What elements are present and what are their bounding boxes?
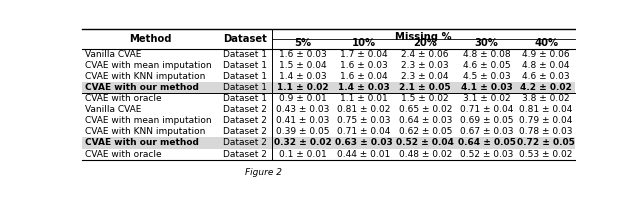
Text: 1.1 ± 0.02: 1.1 ± 0.02 (276, 83, 328, 92)
Text: 2.3 ± 0.03: 2.3 ± 0.03 (401, 61, 449, 70)
Text: 4.9 ± 0.06: 4.9 ± 0.06 (522, 50, 570, 59)
Text: Dataset 1: Dataset 1 (223, 72, 268, 81)
Text: 1.6 ± 0.04: 1.6 ± 0.04 (340, 72, 388, 81)
Text: 0.62 ± 0.05: 0.62 ± 0.05 (399, 127, 452, 137)
Text: 0.67 ± 0.03: 0.67 ± 0.03 (460, 127, 513, 137)
Text: 0.81 ± 0.04: 0.81 ± 0.04 (520, 105, 573, 114)
Text: 0.64 ± 0.05: 0.64 ± 0.05 (458, 139, 515, 147)
Text: 0.41 ± 0.03: 0.41 ± 0.03 (276, 116, 330, 125)
Text: 1.6 ± 0.03: 1.6 ± 0.03 (340, 61, 388, 70)
Text: CVAE with mean imputation: CVAE with mean imputation (85, 61, 212, 70)
Text: Dataset 1: Dataset 1 (223, 61, 268, 70)
Text: 0.69 ± 0.05: 0.69 ± 0.05 (460, 116, 513, 125)
Text: 2.4 ± 0.06: 2.4 ± 0.06 (401, 50, 449, 59)
Text: 10%: 10% (352, 38, 376, 48)
Text: 0.81 ± 0.02: 0.81 ± 0.02 (337, 105, 390, 114)
Text: 3.8 ± 0.02: 3.8 ± 0.02 (522, 94, 570, 103)
Text: Dataset 2: Dataset 2 (223, 149, 268, 159)
Text: 0.32 ± 0.02: 0.32 ± 0.02 (274, 139, 332, 147)
Text: 4.5 ± 0.03: 4.5 ± 0.03 (463, 72, 510, 81)
Text: Dataset 2: Dataset 2 (223, 139, 268, 147)
Text: Figure 2: Figure 2 (245, 167, 282, 177)
Text: Dataset 1: Dataset 1 (223, 83, 268, 92)
Text: 2.3 ± 0.04: 2.3 ± 0.04 (401, 72, 449, 81)
Text: 0.44 ± 0.01: 0.44 ± 0.01 (337, 149, 390, 159)
Text: 30%: 30% (475, 38, 499, 48)
Text: 1.4 ± 0.03: 1.4 ± 0.03 (279, 72, 326, 81)
Text: 0.75 ± 0.03: 0.75 ± 0.03 (337, 116, 390, 125)
Text: Dataset 2: Dataset 2 (223, 105, 268, 114)
Text: CVAE with oracle: CVAE with oracle (85, 94, 161, 103)
Text: 0.9 ± 0.01: 0.9 ± 0.01 (279, 94, 326, 103)
Text: 4.2 ± 0.02: 4.2 ± 0.02 (520, 83, 572, 92)
Text: 0.65 ± 0.02: 0.65 ± 0.02 (399, 105, 452, 114)
Text: 4.6 ± 0.03: 4.6 ± 0.03 (522, 72, 570, 81)
Text: CVAE with our method: CVAE with our method (85, 83, 199, 92)
Text: Method: Method (129, 34, 172, 44)
Text: 20%: 20% (413, 38, 437, 48)
Text: 0.64 ± 0.03: 0.64 ± 0.03 (399, 116, 452, 125)
Text: 4.8 ± 0.08: 4.8 ± 0.08 (463, 50, 510, 59)
Bar (83, 138, 575, 148)
Text: CVAE with our method: CVAE with our method (85, 139, 199, 147)
Text: 0.52 ± 0.03: 0.52 ± 0.03 (460, 149, 513, 159)
Text: Dataset 1: Dataset 1 (223, 94, 268, 103)
Text: 0.71 ± 0.04: 0.71 ± 0.04 (337, 127, 390, 137)
Text: 1.5 ± 0.04: 1.5 ± 0.04 (279, 61, 326, 70)
Text: 0.72 ± 0.05: 0.72 ± 0.05 (517, 139, 575, 147)
Text: Dataset: Dataset (223, 34, 268, 44)
Text: Vanilla CVAE: Vanilla CVAE (85, 50, 141, 59)
Text: 1.5 ± 0.02: 1.5 ± 0.02 (401, 94, 449, 103)
Text: 3.1 ± 0.02: 3.1 ± 0.02 (463, 94, 510, 103)
Text: 4.6 ± 0.05: 4.6 ± 0.05 (463, 61, 510, 70)
Text: 4.8 ± 0.04: 4.8 ± 0.04 (522, 61, 570, 70)
Text: 40%: 40% (534, 38, 558, 48)
Text: 1.6 ± 0.03: 1.6 ± 0.03 (279, 50, 326, 59)
Text: CVAE with KNN imputation: CVAE with KNN imputation (85, 72, 205, 81)
Text: 0.63 ± 0.03: 0.63 ± 0.03 (335, 139, 393, 147)
Text: Dataset 2: Dataset 2 (223, 116, 268, 125)
Text: 1.1 ± 0.01: 1.1 ± 0.01 (340, 94, 388, 103)
Text: 5%: 5% (294, 38, 311, 48)
Text: 0.79 ± 0.04: 0.79 ± 0.04 (520, 116, 573, 125)
Text: Vanilla CVAE: Vanilla CVAE (85, 105, 141, 114)
Text: Missing %: Missing % (395, 32, 452, 42)
Text: 0.39 ± 0.05: 0.39 ± 0.05 (276, 127, 330, 137)
Bar (83, 82, 575, 93)
Text: 4.1 ± 0.03: 4.1 ± 0.03 (461, 83, 513, 92)
Text: 1.4 ± 0.03: 1.4 ± 0.03 (338, 83, 390, 92)
Text: 0.48 ± 0.02: 0.48 ± 0.02 (399, 149, 452, 159)
Text: 2.1 ± 0.05: 2.1 ± 0.05 (399, 83, 451, 92)
Text: 0.1 ± 0.01: 0.1 ± 0.01 (279, 149, 326, 159)
Text: 0.71 ± 0.04: 0.71 ± 0.04 (460, 105, 513, 114)
Text: CVAE with KNN imputation: CVAE with KNN imputation (85, 127, 205, 137)
Text: 0.43 ± 0.03: 0.43 ± 0.03 (276, 105, 330, 114)
Text: CVAE with mean imputation: CVAE with mean imputation (85, 116, 212, 125)
Text: 0.52 ± 0.04: 0.52 ± 0.04 (396, 139, 454, 147)
Text: 0.53 ± 0.02: 0.53 ± 0.02 (520, 149, 573, 159)
Text: CVAE with oracle: CVAE with oracle (85, 149, 161, 159)
Text: Dataset 2: Dataset 2 (223, 127, 268, 137)
Text: 0.78 ± 0.03: 0.78 ± 0.03 (519, 127, 573, 137)
Text: 1.7 ± 0.04: 1.7 ± 0.04 (340, 50, 388, 59)
Text: Dataset 1: Dataset 1 (223, 50, 268, 59)
